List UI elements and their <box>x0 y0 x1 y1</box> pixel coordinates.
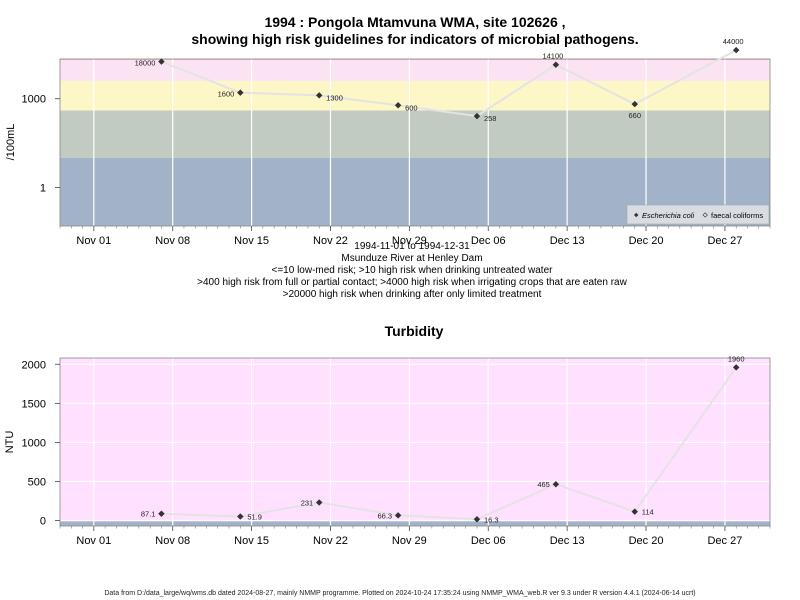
series-line <box>161 49 737 118</box>
x-tick-label: Dec 20 <box>629 535 664 547</box>
microbial-chart: 1994 : Pongola Mtamvuna WMA, site 102626… <box>5 14 771 300</box>
guideline-band <box>60 59 770 61</box>
data-point <box>158 58 165 65</box>
y-tick-label: 1000 <box>22 94 46 106</box>
y-axis: 0 500 1000 1500 2000 <box>22 359 60 528</box>
xlabel-line2: Msunduze River at Henley Dam <box>341 253 482 264</box>
guideline-band <box>60 110 770 158</box>
grid-lines <box>60 358 770 526</box>
data-label: 1600 <box>218 90 235 99</box>
x-tick-label: Dec 13 <box>550 235 585 247</box>
data-point <box>394 512 402 519</box>
y-axis-label: NTU <box>4 431 16 454</box>
data-label: 465 <box>537 480 550 489</box>
x-tick-label: Nov 01 <box>76 535 111 547</box>
x-tick-label: Nov 08 <box>155 235 190 247</box>
data-label: 16.3 <box>484 515 499 524</box>
y-axis: 1 1000 <box>22 94 60 195</box>
x-axis: Nov 01 Nov 08 Nov 15 Nov 22 Nov 29 Dec 06 Dec … <box>59 226 771 247</box>
turbidity-base-band <box>60 521 770 526</box>
y-tick-label: 500 <box>28 476 46 488</box>
data-point <box>473 516 481 523</box>
legend-label-faecal: faecal coliforms <box>711 211 763 220</box>
xlabel-line4: >400 high risk from full or partial cont… <box>197 277 627 288</box>
legend-label-ecoli: Escherichia coli <box>642 211 694 220</box>
data-label: 14100 <box>542 52 563 61</box>
series-line <box>161 366 738 521</box>
legend-box <box>626 204 770 225</box>
legend-marker-ecoli <box>634 212 639 218</box>
data-point <box>732 364 740 371</box>
data-label: 87.1 <box>141 510 156 519</box>
data-points: 18000 1600 1300 600 258 14100 660 44000 <box>135 37 744 123</box>
y-tick-label: 2000 <box>22 359 46 371</box>
x-tick-label: Nov 29 <box>392 235 427 247</box>
y-axis-label: /100mL <box>5 124 17 161</box>
y-tick-label: 1 <box>40 183 46 195</box>
xlabel-line5: >20000 high risk when drinking after onl… <box>283 289 542 300</box>
data-point <box>237 513 244 520</box>
data-point <box>315 499 323 506</box>
guideline-bands <box>60 59 770 226</box>
series-polyline <box>161 49 737 118</box>
x-tick-label: Dec 27 <box>707 535 742 547</box>
data-label: 18000 <box>135 59 156 68</box>
grid-lines <box>93 59 726 226</box>
data-point <box>732 46 740 54</box>
x-tick-label: Dec 06 <box>471 535 506 547</box>
chart-title-line2: showing high risk guidelines for indicat… <box>191 31 638 47</box>
x-tick-label: Nov 22 <box>313 235 348 247</box>
x-tick-label: Nov 08 <box>155 535 190 547</box>
y-tick-label: 1000 <box>22 437 46 449</box>
data-label: 1960 <box>728 354 745 363</box>
data-point <box>237 89 244 96</box>
data-label: 258 <box>484 114 497 123</box>
x-tick-label: Nov 22 <box>313 535 348 547</box>
x-tick-label: Dec 20 <box>629 235 664 247</box>
legend: Escherichia coli faecal coliforms <box>626 204 770 225</box>
data-point <box>552 61 560 68</box>
data-label: 1300 <box>326 93 343 102</box>
x-tick-label: Nov 01 <box>76 235 111 247</box>
data-point <box>631 508 638 515</box>
x-tick-label: Nov 29 <box>392 535 427 547</box>
data-label: 600 <box>405 103 418 112</box>
data-label: 51.9 <box>247 512 262 521</box>
turbidity-title: Turbidity <box>385 323 444 339</box>
data-points: 87.1 51.9 231 66.3 16.3 465 114 1960 <box>141 354 745 524</box>
chart-title-line1: 1994 : Pongola Mtamvuna WMA, site 102626… <box>264 14 565 30</box>
x-tick-label: Dec 27 <box>707 235 742 247</box>
data-label: 114 <box>642 508 654 517</box>
x-tick-label: Dec 06 <box>471 235 506 247</box>
turbidity-chart: Turbidity Nov 01 Nov 08 Nov 15 Nov 22 Nov 29… <box>4 323 771 547</box>
y-tick-label: 1500 <box>22 398 46 410</box>
x-tick-label: Nov 15 <box>234 235 269 247</box>
xlabel-line1: 1994-11-01 to 1994-12-31 <box>354 241 470 252</box>
xlabel-line3: <=10 low-med risk; >10 high risk when dr… <box>272 265 554 276</box>
data-point <box>552 480 560 488</box>
x-tick-label: Nov 15 <box>234 535 269 547</box>
data-point <box>394 102 402 109</box>
data-label: 66.3 <box>377 511 392 520</box>
data-point <box>473 112 481 120</box>
guideline-band <box>60 60 770 81</box>
footer-note: Data from D:/data_large/wq/wms.db dated … <box>104 590 695 597</box>
data-label: 231 <box>301 498 314 507</box>
y-tick-label: 0 <box>40 516 46 528</box>
plot-frame <box>59 58 771 227</box>
data-point <box>158 510 165 517</box>
data-label: 660 <box>629 111 642 120</box>
x-axis: Nov 01 Nov 08 Nov 15 Nov 22 Nov 29 Dec 06 Dec … <box>59 526 771 547</box>
x-tick-label: Dec 13 <box>550 535 585 547</box>
series-polyline <box>161 366 738 521</box>
legend-marker-faecal <box>702 212 708 218</box>
data-point <box>631 100 638 108</box>
data-label: 44000 <box>723 37 744 46</box>
data-point <box>315 92 323 99</box>
